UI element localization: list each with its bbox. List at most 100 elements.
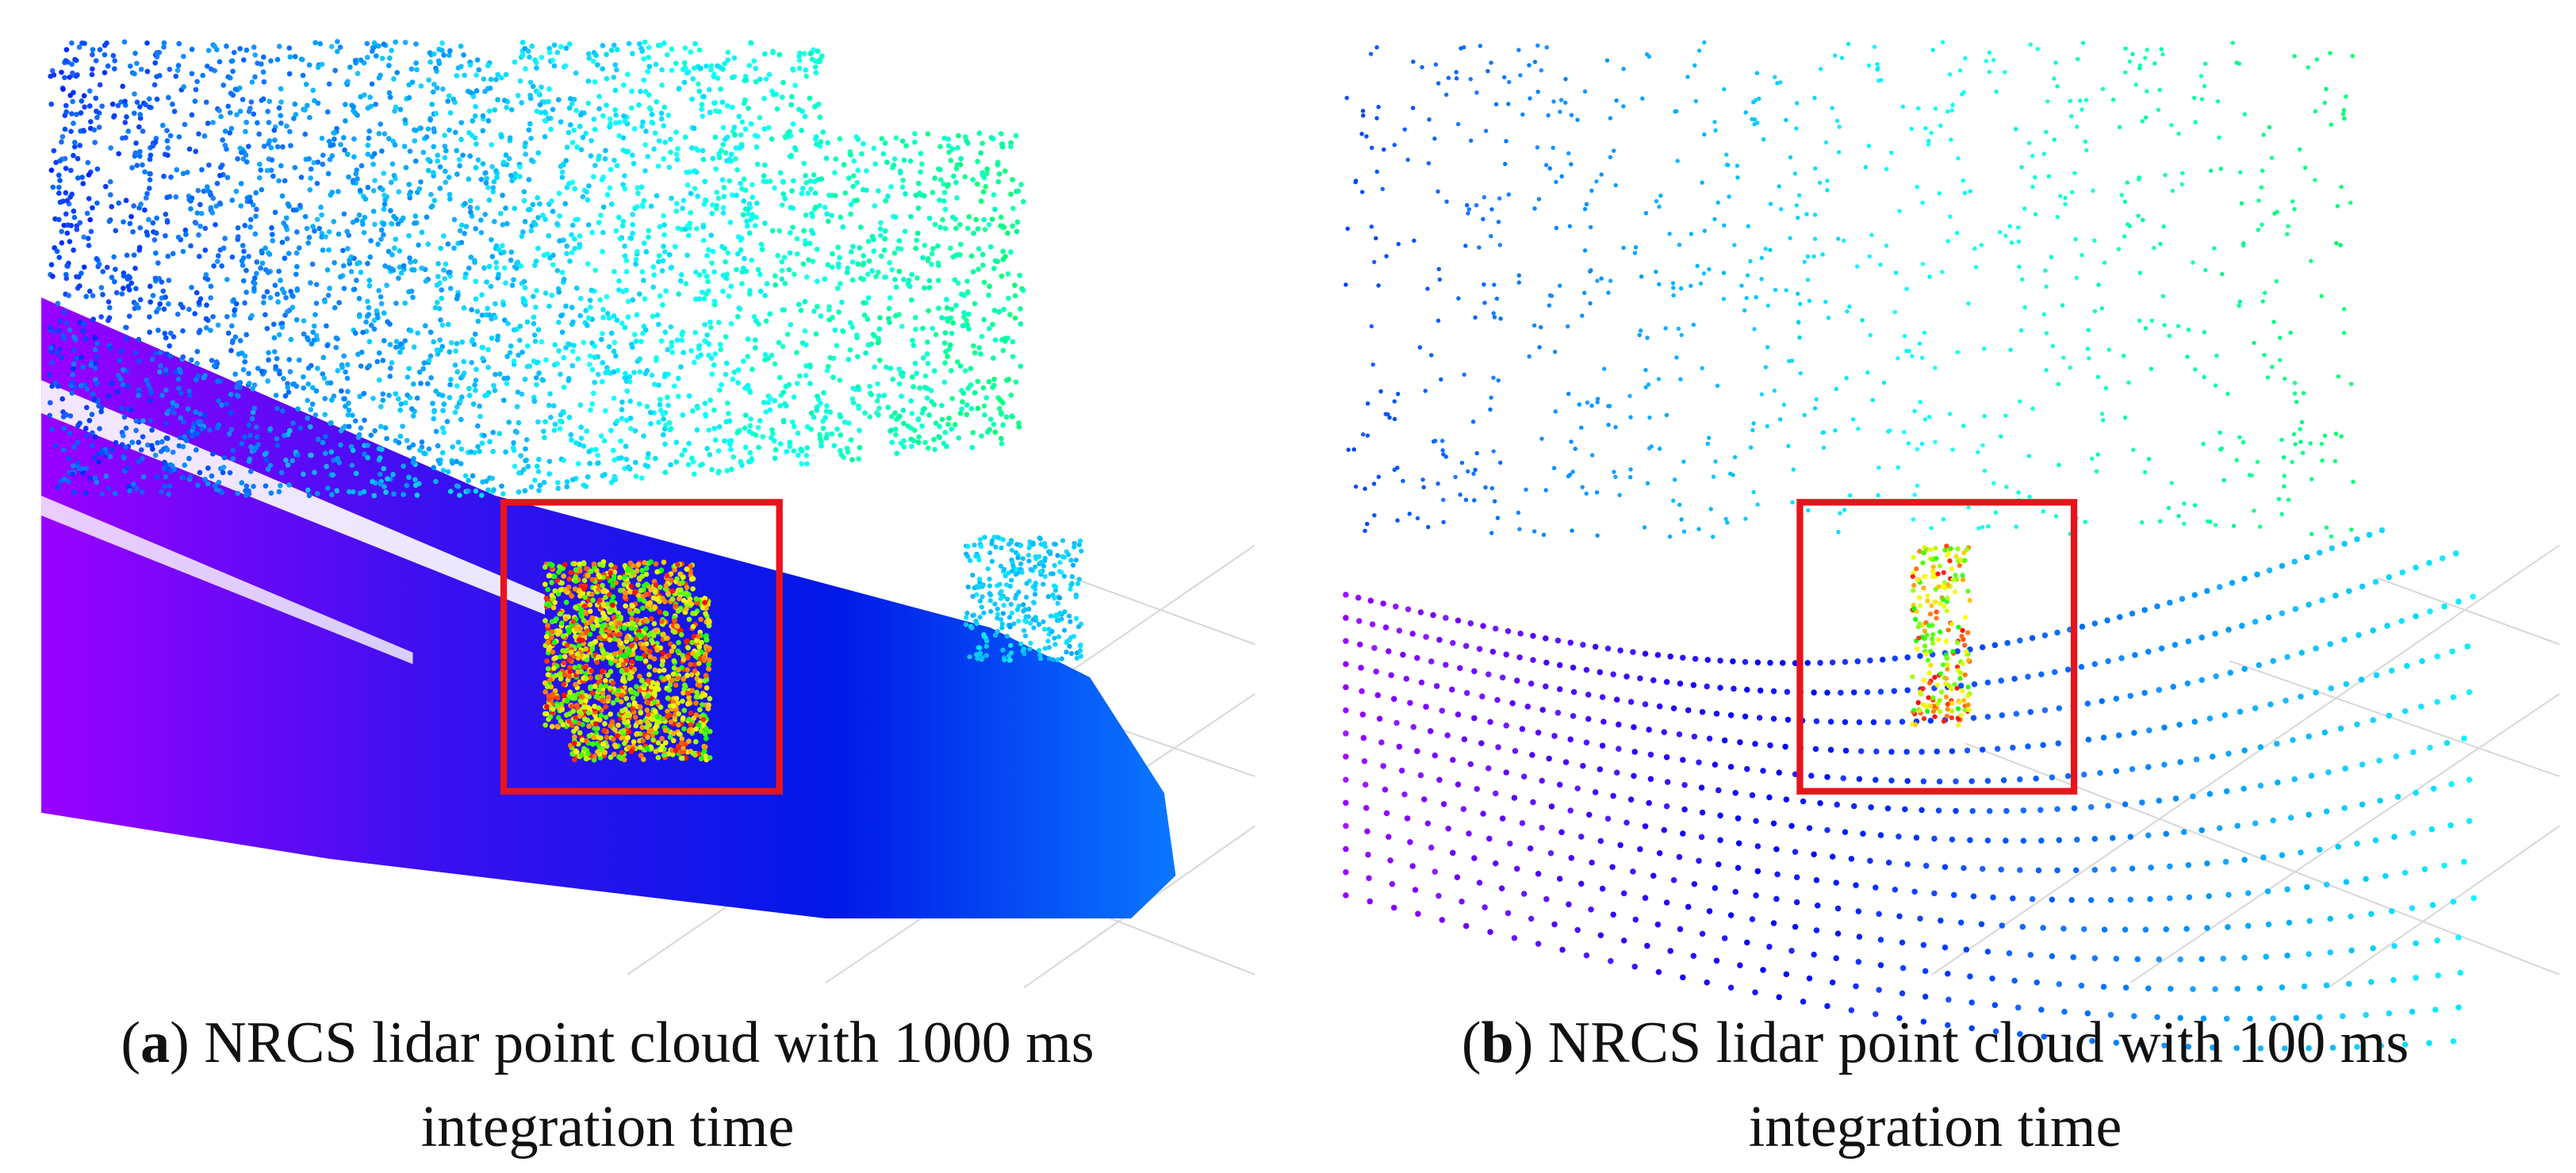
point bbox=[387, 374, 393, 379]
point bbox=[341, 353, 347, 359]
point bbox=[148, 389, 155, 396]
point bbox=[925, 258, 931, 263]
point bbox=[561, 161, 566, 167]
point bbox=[154, 215, 159, 221]
point bbox=[444, 419, 450, 424]
point bbox=[569, 250, 575, 255]
point bbox=[969, 444, 976, 450]
point bbox=[388, 365, 393, 371]
point bbox=[202, 373, 208, 378]
point bbox=[418, 179, 424, 185]
point bbox=[780, 307, 786, 313]
point bbox=[214, 259, 220, 264]
point bbox=[958, 155, 964, 162]
panel-a-image bbox=[41, 39, 1255, 989]
point bbox=[830, 264, 835, 270]
point bbox=[490, 189, 496, 195]
point bbox=[589, 401, 596, 407]
point bbox=[403, 400, 408, 406]
point bbox=[256, 174, 263, 181]
point bbox=[246, 144, 251, 149]
point bbox=[125, 274, 132, 279]
point bbox=[777, 441, 784, 447]
point bbox=[676, 291, 682, 297]
point bbox=[459, 394, 465, 401]
point bbox=[675, 648, 680, 654]
point bbox=[657, 408, 664, 413]
point bbox=[707, 324, 714, 331]
point bbox=[531, 398, 538, 404]
point bbox=[169, 463, 175, 469]
point bbox=[899, 324, 905, 329]
point bbox=[706, 661, 711, 667]
point bbox=[573, 604, 578, 611]
point bbox=[458, 446, 465, 452]
point bbox=[591, 116, 597, 122]
point bbox=[779, 259, 785, 265]
point bbox=[580, 194, 586, 200]
point bbox=[447, 381, 453, 388]
point bbox=[113, 439, 119, 446]
point bbox=[987, 283, 992, 289]
point bbox=[1013, 379, 1019, 385]
point bbox=[692, 40, 698, 47]
point bbox=[344, 228, 350, 235]
point bbox=[749, 257, 755, 263]
point bbox=[147, 156, 153, 163]
point bbox=[595, 371, 601, 378]
point bbox=[596, 94, 602, 99]
point bbox=[342, 424, 348, 429]
point bbox=[651, 656, 657, 662]
point bbox=[171, 334, 177, 340]
point bbox=[935, 243, 941, 249]
point bbox=[521, 278, 527, 285]
point bbox=[1018, 321, 1024, 327]
point bbox=[248, 444, 254, 450]
point bbox=[491, 382, 496, 389]
point bbox=[634, 608, 641, 615]
point bbox=[982, 412, 987, 418]
point bbox=[992, 258, 999, 264]
point bbox=[235, 490, 241, 496]
point bbox=[951, 173, 956, 179]
point bbox=[167, 67, 173, 72]
point bbox=[334, 488, 340, 494]
point bbox=[726, 418, 733, 424]
point bbox=[658, 110, 665, 117]
point bbox=[608, 201, 615, 207]
point bbox=[920, 325, 926, 332]
point bbox=[127, 220, 133, 227]
point bbox=[79, 98, 85, 104]
point bbox=[933, 420, 939, 426]
point bbox=[147, 329, 152, 335]
point bbox=[818, 443, 824, 449]
point bbox=[433, 388, 439, 394]
point bbox=[116, 151, 122, 157]
point bbox=[122, 120, 128, 125]
point bbox=[380, 391, 386, 397]
point bbox=[964, 140, 971, 146]
point bbox=[361, 92, 367, 98]
point bbox=[789, 94, 795, 100]
point bbox=[981, 217, 987, 223]
point bbox=[254, 259, 260, 265]
point bbox=[754, 161, 761, 167]
point bbox=[820, 418, 826, 424]
point bbox=[519, 52, 526, 58]
point bbox=[772, 361, 778, 367]
point bbox=[586, 183, 592, 189]
point bbox=[565, 627, 572, 632]
point bbox=[237, 108, 243, 114]
point bbox=[88, 362, 94, 368]
point bbox=[256, 161, 263, 167]
point bbox=[694, 427, 700, 433]
point bbox=[360, 221, 366, 228]
point bbox=[142, 207, 148, 213]
point bbox=[163, 367, 169, 373]
point bbox=[694, 689, 700, 696]
point bbox=[136, 393, 141, 398]
point bbox=[224, 277, 230, 282]
point bbox=[458, 416, 464, 423]
point bbox=[318, 204, 324, 210]
point bbox=[696, 634, 702, 639]
